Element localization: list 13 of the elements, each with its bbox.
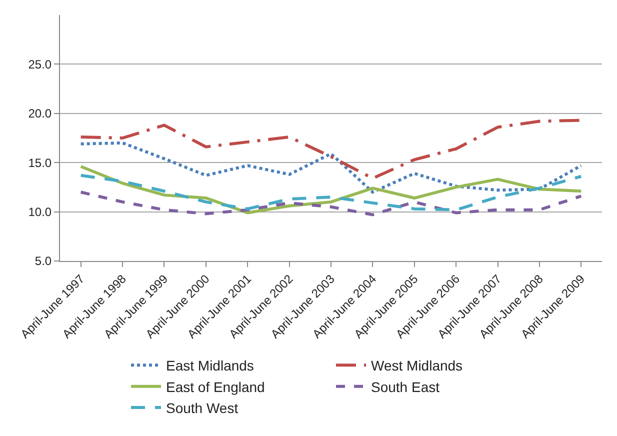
- line-series: [79, 141, 583, 194]
- legend-label: West Midlands: [371, 358, 463, 374]
- y-tick-label: 5.0: [34, 254, 52, 268]
- legend-label: South East: [371, 378, 440, 395]
- y-tick-label: 10.0: [28, 205, 52, 219]
- legend-label: East Midlands: [166, 358, 254, 374]
- legend-label: East of England: [166, 378, 265, 395]
- y-tick-label: 25.0: [28, 57, 52, 72]
- line-series: [79, 174, 583, 212]
- y-tick-label: 15.0: [28, 156, 52, 170]
- line-series: [79, 190, 583, 216]
- y-tick-label: 20.0: [28, 106, 52, 121]
- legend-label: South West: [166, 400, 238, 416]
